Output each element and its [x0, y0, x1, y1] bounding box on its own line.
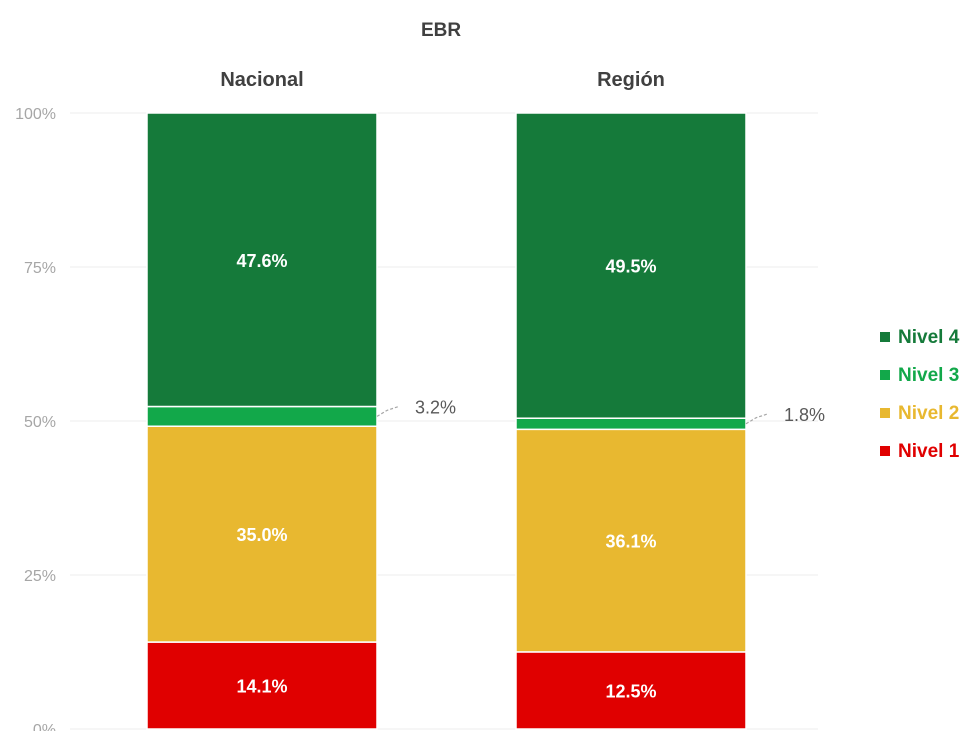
data-label: 35.0% [236, 525, 287, 545]
legend-label: Nivel 3 [898, 365, 959, 386]
bar-segment [146, 405, 378, 427]
legend-label: Nivel 2 [898, 403, 959, 424]
bar-segment [515, 417, 747, 431]
data-labels: 14.1% 35.0% 3.2% 47.6% 12.5% 36.1% 1.8% 49.5% [236, 251, 825, 702]
y-tick-label: 0% [33, 722, 56, 731]
data-label: 12.5% [605, 681, 656, 701]
bar-segments [146, 112, 747, 730]
legend-swatch [880, 446, 890, 456]
y-tick-label: 100% [15, 106, 56, 123]
bar-segment [515, 651, 747, 730]
legend-swatch [880, 408, 890, 418]
data-label: 36.1% [605, 532, 656, 552]
legend-swatch [880, 332, 890, 342]
y-tick-label: 75% [24, 260, 56, 277]
y-tick-label: 25% [24, 568, 56, 585]
leader-line [745, 413, 769, 425]
bar-segment [515, 428, 747, 653]
y-tick-label: 50% [24, 414, 56, 431]
data-label: 49.5% [605, 257, 656, 277]
legend-label: Nivel 1 [898, 441, 960, 462]
legend: Nivel 4 Nivel 3 Nivel 2 Nivel 1 [880, 327, 960, 462]
category-label: Nacional [220, 69, 303, 91]
leader-line [376, 405, 400, 417]
data-label: 14.1% [236, 677, 287, 697]
legend-swatch [880, 370, 890, 380]
chart-title: EBR [421, 20, 461, 41]
category-label: Región [597, 69, 665, 91]
bar-segment [146, 425, 378, 643]
bar-segment [515, 112, 747, 419]
data-label: 1.8% [784, 405, 825, 425]
data-label: 3.2% [415, 397, 456, 417]
bar-segment [146, 641, 378, 730]
data-label: 47.6% [236, 251, 287, 271]
y-axis-tick-labels: 0% 25% 50% 75% 100% [15, 106, 56, 731]
category-labels: Nacional Región [220, 69, 665, 91]
bar-segment [146, 112, 378, 408]
legend-label: Nivel 4 [898, 327, 960, 348]
